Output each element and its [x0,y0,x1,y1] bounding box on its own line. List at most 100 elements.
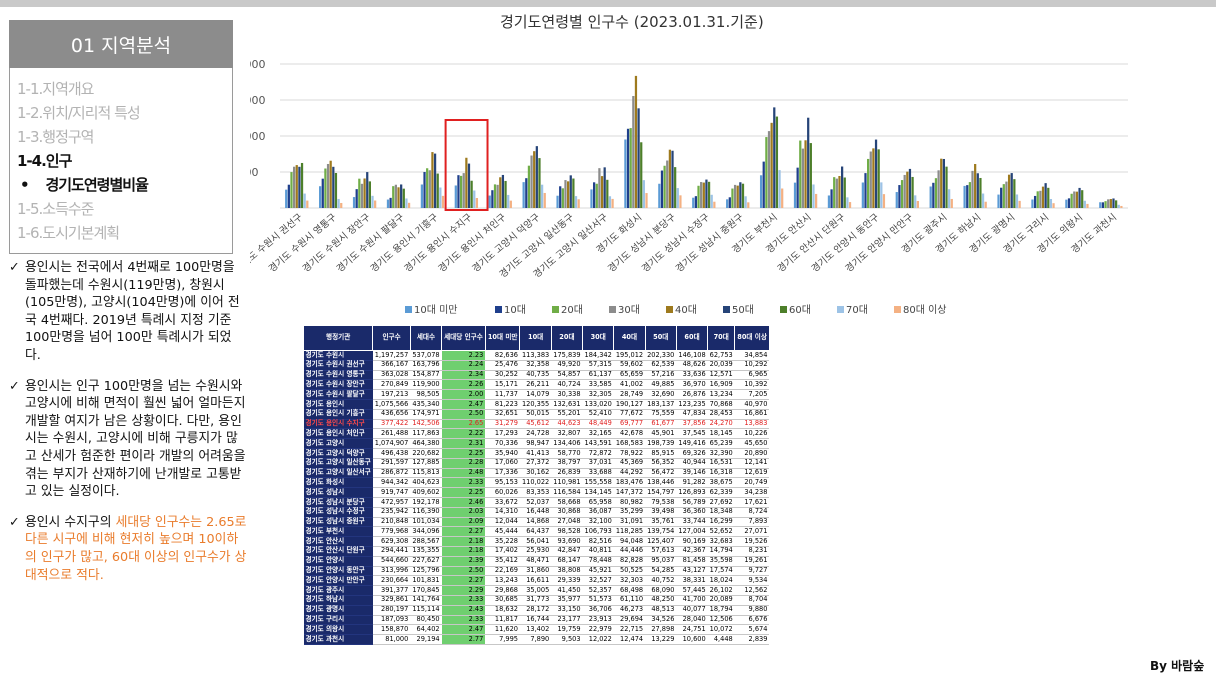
toc-item-admin[interactable]: 1-3.행정구역 [17,128,94,146]
table-cell: 115,813 [410,468,442,479]
table-cell: 33,672 [485,497,520,508]
table-cell: 98,528 [551,526,583,538]
table-cell: 35,977 [551,595,583,606]
table-cell: 8,704 [734,595,770,606]
table-cell: 7,995 [485,634,520,645]
bar [559,186,562,208]
bar [543,192,546,208]
toc-item-plan[interactable]: 1-6.도시기본계획 [17,224,120,242]
table-cell: 68,498 [613,585,646,596]
bar [470,180,473,208]
table-cell: 경기도 안양시 동안구 [303,566,373,577]
bar [433,153,437,208]
table-cell: 12,022 [582,634,614,645]
bar [997,194,1000,208]
bar [733,184,737,208]
bar [475,198,479,208]
table-cell: 28,172 [519,605,552,616]
bar [522,182,525,208]
toc-item-overview[interactable]: 1-1.지역개요 [17,80,94,98]
table-cell: 37,856 [676,419,708,430]
table-cell: 2.43 [441,605,486,616]
table-header-cell: 세대당 인구수 [441,325,486,351]
bar [932,182,935,208]
bar [459,175,463,208]
table-cell: 138,446 [645,477,677,489]
bar [1107,199,1110,208]
bar [431,152,434,208]
table-cell: 41,413 [519,448,552,459]
table-cell: 291,597 [372,458,411,469]
bar [809,143,812,208]
table-cell: 2.27 [441,575,486,587]
toc-item-location[interactable]: 1-2.위치/지리적 특성 [17,104,141,122]
bar [1005,181,1008,208]
table-cell: 경기도 수원시 팔달구 [303,389,373,400]
table-cell: 13,402 [519,624,552,636]
table-cell: 227,627 [410,556,442,567]
table-row: 경기도 고양시 일산서구 286,872 115,813 2.48 17,336 30,1… [303,468,770,479]
table-cell: 31,091 [613,517,646,528]
table-row: 경기도 과천시 81,000 29,194 2.77 7,995 7,890 9,503 12… [303,634,770,645]
table-cell: 5,674 [734,624,770,636]
toc-subitem-age-ratio[interactable]: • 경기도연령별비율 [20,174,149,195]
table-row: 경기도 안산시 629,308 288,567 2.18 35,228 56,041 93,… [303,536,770,547]
table-cell: 80,450 [410,615,442,626]
bar [493,184,497,208]
bar [864,173,867,208]
table-cell: 2.27 [441,526,486,538]
table-cell: 132,631 [551,399,583,410]
table-cell: 190,127 [613,399,646,410]
table-cell: 경기도 광주시 [303,585,373,596]
toc-header: 01 지역분석 [9,20,233,68]
table-cell: 154,797 [645,487,677,498]
table-row: 경기도 용인시 기흥구 436,656 174,971 2.50 32,651 50,01… [303,409,770,420]
table-cell: 13,234 [707,389,735,400]
table-cell: 52,357 [582,585,614,596]
table-cell: 10,600 [676,634,708,645]
table-cell: 42,678 [613,428,646,440]
bar [577,199,580,208]
bar [945,166,948,208]
toc-subitem-label: 경기도연령별비율 [45,176,148,194]
table-cell: 49,885 [645,379,677,391]
table-row: 경기도 수원시 팔달구 197,213 98,505 2.00 11,737 14,079… [303,389,770,400]
bar [830,189,833,208]
table-cell: 6,965 [734,370,770,381]
bar [491,190,494,208]
bar [321,178,324,208]
table-cell: 31,860 [519,566,552,577]
table-cell: 2.24 [441,360,486,371]
table-header-cell: 10대 미만 [484,325,521,351]
bar [1065,199,1068,208]
table-cell: 10,392 [734,379,770,391]
table-cell: 436,656 [372,409,411,420]
table-cell: 168,583 [613,438,646,449]
table-cell: 779,968 [372,526,411,538]
bar [1099,202,1102,208]
table-row: 경기도 용인시 수지구 377,422 142,506 2.65 31,279 45,61… [303,419,770,430]
bar [658,183,661,208]
table-cell: 45,921 [582,566,614,577]
bar [352,197,356,208]
bar [306,200,309,208]
table-cell: 34,854 [734,350,770,361]
table-cell: 30,338 [551,389,583,400]
table-cell: 경기도 용인시 처인구 [303,428,373,440]
table-row: 경기도 화성시 944,342 404,623 2.33 95,153 110,022 11… [303,477,770,489]
bar [533,151,536,208]
table-cell: 경기도 고양시 [303,438,373,449]
toc-item-population[interactable]: 1-4.인구 [17,152,72,170]
table-cell: 95,153 [485,477,520,489]
bar [940,158,943,208]
bullet-icon: • [20,176,46,194]
bar [770,122,773,208]
table-cell: 2.29 [441,585,486,596]
table-cell: 65,239 [707,438,735,449]
table-cell: 2.39 [441,556,486,567]
table-cell: 81,458 [676,556,708,567]
bar [488,195,491,208]
bar [407,202,411,208]
toc-item-income[interactable]: 1-5.소득수준 [17,200,94,218]
